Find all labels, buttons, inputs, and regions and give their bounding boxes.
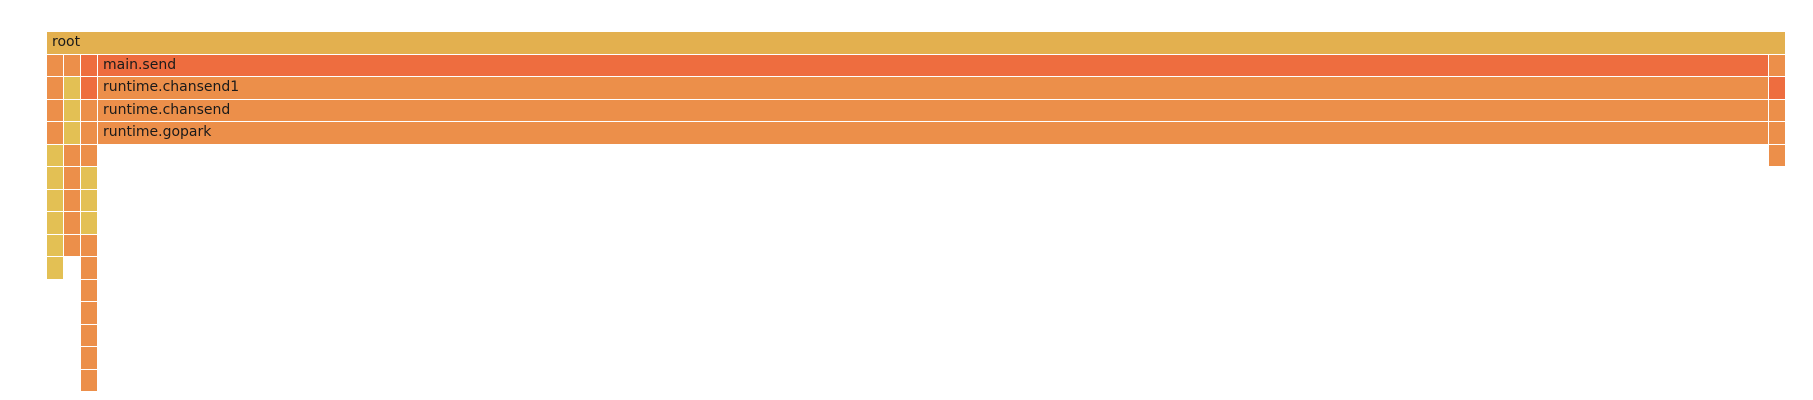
stack-z-frame-2[interactable] [1769,77,1786,100]
frame-label-root: root [52,34,81,50]
stack-b-frame-3[interactable] [64,99,81,122]
stack-c-frame-2[interactable] [81,77,98,100]
stack-c-frame-13[interactable] [81,324,98,347]
stack-z-frame-5[interactable] [1769,144,1786,167]
frame-label: runtime.chansend [103,101,231,118]
frame-root[interactable]: root [47,32,1786,55]
frame-label: main.send [103,56,177,73]
stack-b-frame-5[interactable] [64,144,81,167]
stack-c-frame-12[interactable] [81,302,98,325]
stack-c-frame-1[interactable] [81,54,98,77]
frame-runtime-chansend1[interactable]: runtime.chansend1 [98,77,1769,100]
stack-a-frame-5[interactable] [47,144,64,167]
stack-c-frame-8[interactable] [81,212,98,235]
stack-b-frame-9[interactable] [64,234,81,257]
frame-label: runtime.chansend1 [103,79,240,95]
stack-b-frame-1[interactable] [64,54,81,77]
stack-a-frame-4[interactable] [47,122,64,145]
frame-runtime-chansend[interactable]: runtime.chansend [98,99,1769,122]
stack-z-frame-4[interactable] [1769,122,1786,145]
stack-c-frame-14[interactable] [81,347,98,370]
frame-runtime-gopark[interactable]: runtime.gopark [98,122,1769,145]
stack-a-frame-3[interactable] [47,99,64,122]
stack-a-frame-6[interactable] [47,167,64,190]
stack-c-frame-11[interactable] [81,279,98,302]
stack-c-frame-10[interactable] [81,257,98,280]
stack-z-frame-1[interactable] [1769,54,1786,77]
frame-label: runtime.gopark [103,124,212,140]
frame-main-send[interactable]: main.send [98,54,1769,77]
stack-b-frame-2[interactable] [64,77,81,100]
stack-c-frame-5[interactable] [81,144,98,167]
stack-a-frame-2[interactable] [47,77,64,100]
stack-c-frame-3[interactable] [81,99,98,122]
stack-c-frame-4[interactable] [81,122,98,145]
stack-a-frame-9[interactable] [47,234,64,257]
stack-a-frame-7[interactable] [47,189,64,212]
stack-c-frame-7[interactable] [81,189,98,212]
stack-c-frame-6[interactable] [81,167,98,190]
stack-b-frame-8[interactable] [64,212,81,235]
stack-b-frame-4[interactable] [64,122,81,145]
stack-c-frame-15[interactable] [81,369,98,392]
stack-a-frame-8[interactable] [47,212,64,235]
stack-b-frame-7[interactable] [64,189,81,212]
stack-c-frame-9[interactable] [81,234,98,257]
stack-a-frame-10[interactable] [47,257,64,280]
stack-z-frame-3[interactable] [1769,99,1786,122]
stack-a-frame-1[interactable] [47,54,64,77]
stack-b-frame-6[interactable] [64,167,81,190]
